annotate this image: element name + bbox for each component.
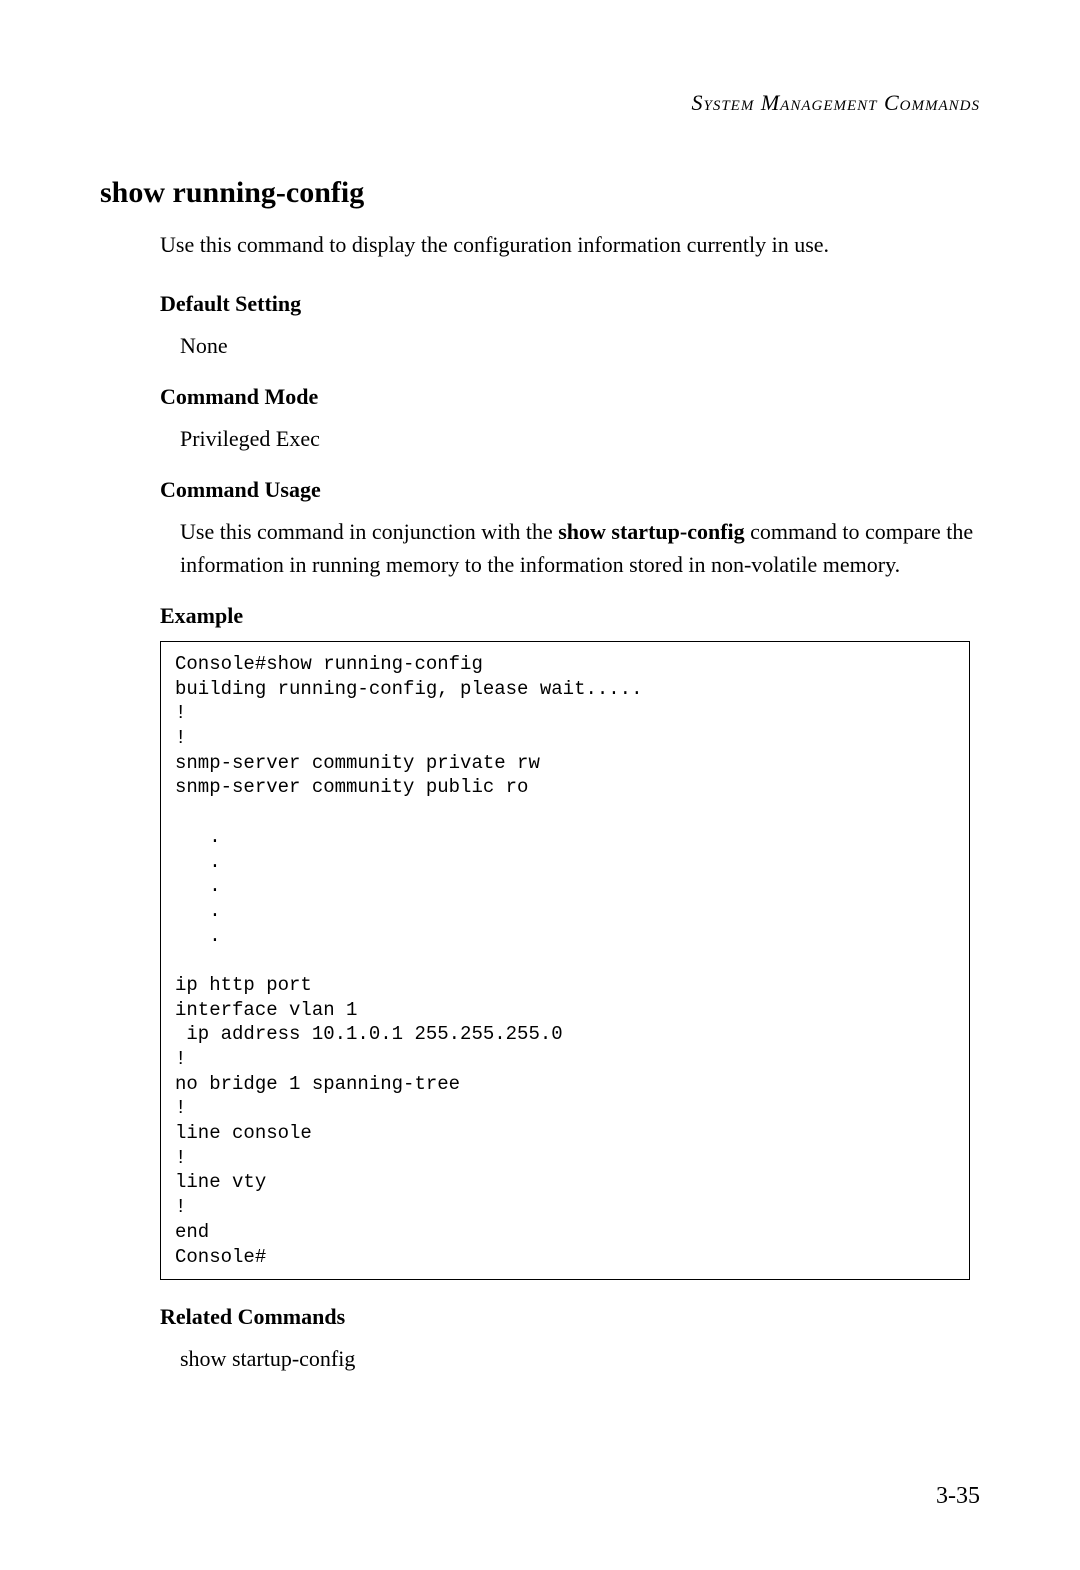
command-title: show running-config [100, 176, 980, 210]
page-number: 3-35 [936, 1483, 980, 1510]
usage-bold-command: show startup-config [558, 519, 744, 544]
command-usage-body: Use this command in conjunction with the… [180, 515, 980, 581]
command-mode-body: Privileged Exec [180, 422, 980, 455]
usage-prefix: Use this command in conjunction with the [180, 519, 558, 544]
chapter-header: System Management Commands [100, 90, 980, 116]
default-setting-body: None [180, 329, 980, 362]
example-heading: Example [160, 603, 980, 629]
example-code-block: Console#show running-config building run… [160, 641, 970, 1280]
related-commands-heading: Related Commands [160, 1304, 980, 1330]
command-usage-heading: Command Usage [160, 477, 980, 503]
related-commands-body: show startup-config [180, 1342, 980, 1375]
command-mode-heading: Command Mode [160, 384, 980, 410]
command-description: Use this command to display the configur… [160, 228, 980, 261]
default-setting-heading: Default Setting [160, 291, 980, 317]
